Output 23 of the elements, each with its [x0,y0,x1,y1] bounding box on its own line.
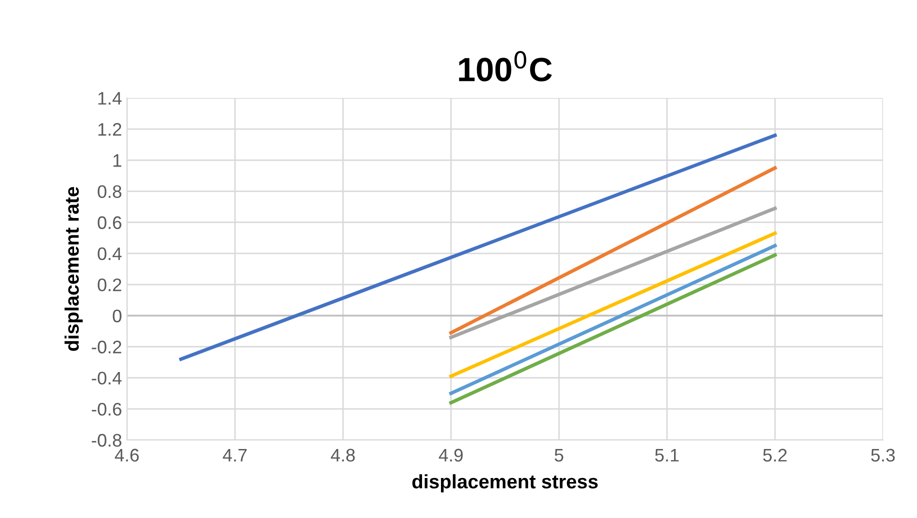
x-tick-label: 4.8 [330,448,355,462]
y-tick-label: 0.8 [98,185,122,198]
y-tick-label: -0.8 [92,434,122,447]
y-tick-label: -0.6 [92,402,122,416]
y-tick-label: 0.4 [98,247,122,260]
x-tick-label: 5 [554,448,564,462]
y-tick-label: 0.2 [98,278,122,292]
y-tick-label: -0.2 [92,340,122,354]
x-tick-label: 5.3 [871,448,895,462]
x-tick-label: 4.9 [438,448,463,462]
y-axis-title: displacement rate [64,186,83,351]
x-tick-label: 4.7 [222,448,247,462]
y-tick-label: 0 [112,310,122,322]
y-tick-label: 1.2 [98,123,122,136]
y-tick-label: -0.4 [92,372,122,385]
y-tick-label: 0.6 [98,216,122,230]
x-tick-label: 4.6 [114,448,139,462]
y-tick-label: 1 [113,154,122,167]
chart-title: 100$^{0}$C [459,51,552,82]
x-axis-title: displacement stress [412,474,598,492]
y-tick-label: 1.4 [98,92,122,105]
x-tick-label: 5.2 [763,448,787,462]
x-tick-label: 5.1 [655,448,679,462]
